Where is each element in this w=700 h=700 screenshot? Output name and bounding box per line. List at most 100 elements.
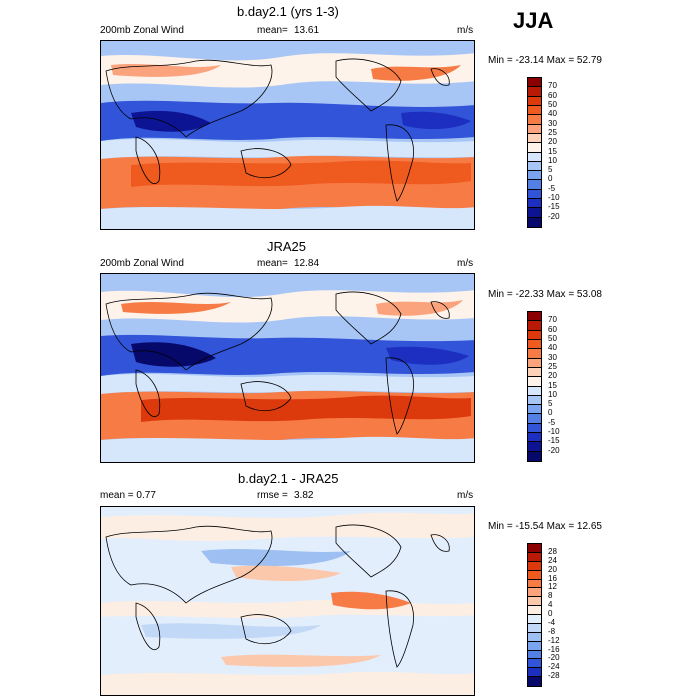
sh-jet-core [131, 160, 471, 187]
equatorial-transition [101, 374, 474, 394]
colorbar-swatch [528, 339, 541, 350]
colorbar-tick-label: 70 [548, 315, 557, 325]
colorbar-swatch [528, 414, 541, 424]
nh-jet-band [101, 290, 474, 323]
panel-3-units: m/s [457, 490, 474, 501]
colorbar-tick-label: -8 [548, 626, 556, 636]
colorbar-swatch [528, 330, 541, 340]
diff-positive-atlantic [331, 591, 411, 610]
panel-2-map [100, 273, 475, 463]
colorbar-tick-label: 25 [548, 127, 557, 137]
panel-2-contour-field [101, 274, 474, 462]
panel-1-contour-field [101, 41, 474, 229]
panel-2-title: JRA25 [267, 239, 307, 254]
panel-3-map [100, 506, 475, 696]
colorbar-tick-label: 25 [548, 361, 557, 371]
colorbar-swatch [528, 105, 541, 116]
colorbar-swatch [528, 152, 541, 162]
nh-jet-core-asia [111, 64, 221, 77]
colorbar-swatch [528, 199, 541, 209]
colorbar-swatch [528, 208, 541, 218]
colorbar-swatch [528, 386, 541, 396]
colorbar-swatch [528, 143, 541, 153]
colorbar-swatch [528, 321, 541, 331]
colorbar-tick-label: 15 [548, 146, 557, 156]
easterly-core-indian [131, 342, 216, 367]
colorbar-tick-label: 0 [548, 174, 553, 184]
colorbar-tick-label: 10 [548, 389, 557, 399]
easterly-core-atlantic [386, 346, 469, 365]
coastlines [105, 524, 450, 668]
colorbar-tick-label: -10 [548, 427, 560, 437]
colorbar-swatch [528, 96, 541, 106]
colorbar-swatch [528, 641, 541, 651]
equatorial-transition [101, 139, 474, 159]
colorbar-swatch [528, 433, 541, 443]
colorbar-tick-label: 0 [548, 609, 553, 618]
diff-negative-sh [141, 623, 321, 639]
panel-1-map [100, 40, 475, 230]
tropical-easterlies [101, 334, 474, 376]
colorbar-tick-label: -12 [548, 635, 560, 645]
colorbar-tick-label: 50 [548, 99, 557, 109]
sh-jet-core [141, 395, 471, 422]
panel-2-mean-label: mean= [257, 258, 288, 269]
panel-3-rmse-value: 3.82 [294, 490, 314, 501]
colorbar-swatch [528, 171, 541, 181]
diff-band-north [101, 512, 474, 541]
colorbar-tick-label: -20 [548, 653, 560, 663]
polar-band [101, 205, 474, 229]
colorbar-swatch [528, 367, 541, 378]
colorbar-tick-label: 40 [548, 109, 557, 119]
colorbar-swatch [528, 442, 541, 452]
colorbar-tick-label: 40 [548, 343, 557, 353]
colorbar-swatch [528, 623, 541, 633]
season-label: JJA [513, 8, 554, 33]
colorbar-swatch [528, 217, 541, 227]
colorbar-tick-label: 24 [548, 555, 557, 565]
panel-1-mean-label: mean= [257, 25, 288, 36]
colorbar-tick-label: 20 [548, 564, 557, 574]
easterly-core-atlantic [401, 111, 471, 130]
diff-negative-nh [201, 549, 351, 567]
panel-3-rmse-label: rmse = [257, 490, 288, 501]
colorbar-swatch [528, 161, 541, 172]
panel-1-mean-value: 13.61 [294, 25, 320, 36]
colorbar-tick-label: -20 [548, 211, 560, 221]
colorbar-swatch [528, 377, 541, 387]
panel-3-mean-text: mean = 0.77 [100, 490, 156, 501]
colorbar-swatch [528, 395, 541, 406]
colorbar-tick-label: -24 [548, 662, 560, 672]
colorbar-tick-label: -10 [548, 193, 560, 203]
colorbar-swatch [528, 180, 541, 190]
colorbar-tick-label: 30 [548, 352, 557, 362]
colorbar-tick-label: 60 [548, 90, 557, 100]
colorbar-tick-label: -15 [548, 436, 560, 446]
colorbar-tick-label: 12 [548, 582, 557, 592]
colorbar-swatch [528, 423, 541, 434]
colorbar-swatch [528, 570, 541, 580]
colorbar-tick-label: -16 [548, 644, 560, 654]
panel-1-units: m/s [457, 25, 474, 36]
colorbar-tick-label: 15 [548, 380, 557, 390]
colorbar-swatch [528, 597, 541, 607]
colorbar-swatch [528, 606, 541, 615]
colorbar-swatch [528, 78, 541, 88]
colorbar-swatch [528, 451, 541, 461]
colorbar-tick-label: -28 [548, 671, 560, 681]
colorbar-tick-label: -5 [548, 183, 556, 193]
colorbar-swatch [528, 632, 541, 642]
panel-3-contour-field [101, 507, 474, 695]
colorbar-tick-label: 8 [548, 591, 553, 601]
colorbar-tick-label: 10 [548, 155, 557, 165]
colorbar-tick-label: -5 [548, 417, 556, 427]
panel-3-colorbar [527, 543, 542, 687]
colorbar-swatch [528, 124, 541, 134]
colorbar-tick-label: 5 [548, 165, 553, 175]
nh-jet-core-asia [121, 302, 231, 314]
colorbar-swatch [528, 677, 541, 686]
nh-jet-core-atlantic [376, 300, 463, 316]
colorbar-tick-label: 20 [548, 137, 557, 147]
colorbar-tick-label: 0 [548, 408, 553, 418]
diff-positive-sh [221, 654, 381, 667]
